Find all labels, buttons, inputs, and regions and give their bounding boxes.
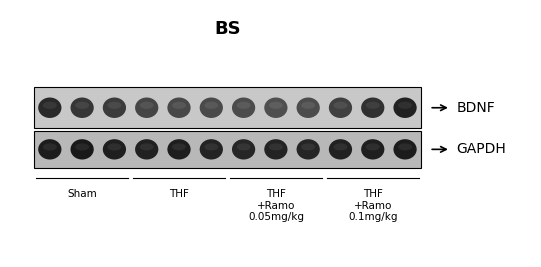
- Ellipse shape: [296, 97, 320, 118]
- Ellipse shape: [135, 97, 159, 118]
- FancyBboxPatch shape: [34, 131, 421, 168]
- Ellipse shape: [43, 143, 57, 151]
- Ellipse shape: [361, 139, 385, 159]
- Ellipse shape: [75, 102, 89, 109]
- Ellipse shape: [38, 97, 62, 118]
- Ellipse shape: [393, 97, 417, 118]
- Ellipse shape: [232, 97, 255, 118]
- Ellipse shape: [38, 139, 62, 159]
- FancyBboxPatch shape: [34, 87, 421, 128]
- Ellipse shape: [264, 97, 287, 118]
- Ellipse shape: [296, 139, 320, 159]
- Ellipse shape: [172, 102, 186, 109]
- Ellipse shape: [329, 97, 352, 118]
- Ellipse shape: [103, 97, 126, 118]
- Ellipse shape: [167, 97, 190, 118]
- Ellipse shape: [398, 102, 412, 109]
- Ellipse shape: [140, 143, 154, 151]
- Ellipse shape: [329, 139, 352, 159]
- Ellipse shape: [43, 102, 57, 109]
- Ellipse shape: [200, 139, 223, 159]
- Ellipse shape: [269, 102, 283, 109]
- Ellipse shape: [108, 102, 121, 109]
- Text: Sham: Sham: [67, 189, 97, 199]
- Ellipse shape: [135, 139, 159, 159]
- Ellipse shape: [366, 143, 380, 151]
- Ellipse shape: [361, 97, 385, 118]
- Ellipse shape: [108, 143, 121, 151]
- Text: THF
+Ramo
0.05mg/kg: THF +Ramo 0.05mg/kg: [248, 189, 304, 222]
- Ellipse shape: [393, 139, 417, 159]
- Ellipse shape: [366, 102, 380, 109]
- Ellipse shape: [333, 102, 347, 109]
- Ellipse shape: [301, 143, 315, 151]
- Ellipse shape: [103, 139, 126, 159]
- Ellipse shape: [236, 143, 250, 151]
- Ellipse shape: [200, 97, 223, 118]
- Ellipse shape: [269, 143, 283, 151]
- Ellipse shape: [398, 143, 412, 151]
- Ellipse shape: [167, 139, 190, 159]
- Ellipse shape: [301, 102, 315, 109]
- Ellipse shape: [236, 102, 250, 109]
- Ellipse shape: [333, 143, 347, 151]
- Ellipse shape: [204, 143, 218, 151]
- Text: BS: BS: [214, 20, 241, 38]
- Text: THF: THF: [169, 189, 189, 199]
- Text: GAPDH: GAPDH: [456, 142, 506, 156]
- Ellipse shape: [70, 97, 94, 118]
- Text: THF
+Ramo
0.1mg/kg: THF +Ramo 0.1mg/kg: [348, 189, 398, 222]
- Ellipse shape: [140, 102, 154, 109]
- Ellipse shape: [204, 102, 218, 109]
- Ellipse shape: [70, 139, 94, 159]
- Ellipse shape: [264, 139, 287, 159]
- Ellipse shape: [232, 139, 255, 159]
- Text: BDNF: BDNF: [456, 101, 495, 115]
- Ellipse shape: [75, 143, 89, 151]
- Ellipse shape: [172, 143, 186, 151]
